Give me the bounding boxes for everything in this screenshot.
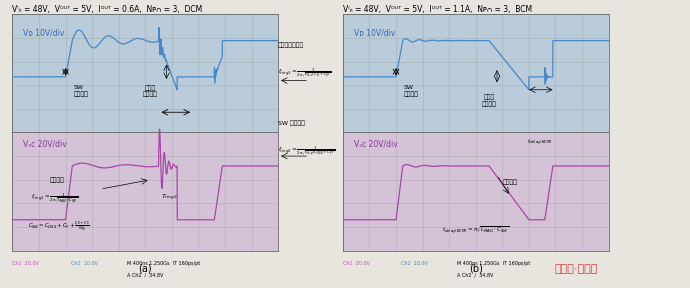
Bar [343, 14, 609, 132]
Text: Vᴵₙ = 48V,  Vᴼᵁᵀ = 5V,  Iᴼᵁᵀ = 0.6A,  Nᴘᴒ = 3,  DCM: Vᴵₙ = 48V, Vᴼᵁᵀ = 5V, Iᴼᵁᵀ = 0.6A, Nᴘᴒ =… [12, 5, 203, 14]
Text: $t_{delay(BCM)}$: $t_{delay(BCM)}$ [526, 138, 553, 148]
Text: $t_{delay(BCM)} = \pi\sqrt{L_{MAG} \cdot C_{SW}}$: $t_{delay(BCM)} = \pi\sqrt{L_{MAG} \cdot… [442, 224, 509, 236]
Text: 二极管
尖峰电压: 二极管 尖峰电压 [482, 95, 497, 107]
Text: SW
电压冲击: SW 电压冲击 [404, 85, 419, 97]
Text: 谐振频率: 谐振频率 [50, 177, 65, 183]
Text: Ch2  10.0V: Ch2 10.0V [71, 261, 98, 266]
Text: (a): (a) [139, 264, 152, 274]
Text: 谐振开关: 谐振开关 [503, 180, 518, 185]
Text: $f_{ring2} = \frac{1}{2\pi\sqrt{L_{lk,p}(C_{OSS}+C_P)}}$: $f_{ring2} = \frac{1}{2\pi\sqrt{L_{lk,p}… [278, 144, 335, 158]
Text: 二极管电压振荡: 二极管电压振荡 [278, 43, 304, 48]
Text: Ch1  20.0V: Ch1 20.0V [12, 261, 39, 266]
Text: SW
电压冲击: SW 电压冲击 [74, 85, 88, 97]
Text: M 400ns 1.250Gs  IT 160ps/pt: M 400ns 1.250Gs IT 160ps/pt [127, 261, 200, 266]
Bar [343, 132, 609, 251]
Text: Vₛᴄ 20V/div: Vₛᴄ 20V/div [23, 140, 67, 149]
Text: Ch1  20.0V: Ch1 20.0V [343, 261, 370, 266]
Text: $f_{ring1} = \frac{1}{2\pi\sqrt{L_{MAG} \cdot C_{SW}}}$: $f_{ring1} = \frac{1}{2\pi\sqrt{L_{MAG} … [31, 191, 78, 204]
Text: (b): (b) [469, 264, 483, 274]
Text: 公众号·电子汇: 公众号·电子汇 [555, 264, 598, 274]
Text: $f_{ring1} = \frac{1}{2\pi\sqrt{L_{lk,s}(C_D+C_S)}}$: $f_{ring1} = \frac{1}{2\pi\sqrt{L_{lk,s}… [278, 66, 332, 79]
Text: A Ch2  /  34.8V: A Ch2 / 34.8V [457, 272, 493, 278]
Text: $C_{SW}=C_{OSS}+C_P+\frac{C_D+C_S}{N_{PS}^2}$: $C_{SW}=C_{OSS}+C_P+\frac{C_D+C_S}{N_{PS… [28, 219, 90, 233]
Text: Vₛᴄ 20V/div: Vₛᴄ 20V/div [353, 140, 397, 149]
Text: 二极管
尖峰电压: 二极管 尖峰电压 [143, 85, 158, 97]
Text: Vᴵₙ = 48V,  Vᴼᵁᵀ = 5V,  Iᴼᵁᵀ = 1.1A,  Nᴘᴒ = 3,  BCM: Vᴵₙ = 48V, Vᴼᵁᵀ = 5V, Iᴼᵁᵀ = 1.1A, Nᴘᴒ =… [343, 5, 532, 14]
Text: SW 电压振荡: SW 电压振荡 [278, 121, 305, 126]
Text: Ch2  10.0V: Ch2 10.0V [402, 261, 428, 266]
Bar [12, 132, 278, 251]
Text: $T_{ring2}$: $T_{ring2}$ [161, 192, 177, 202]
Bar [12, 14, 278, 132]
Text: Vᴅ 10V/div: Vᴅ 10V/div [353, 29, 395, 37]
Text: A Ch2  /  34.8V: A Ch2 / 34.8V [127, 272, 163, 278]
Text: M 400ns 1.250Gs  IT 160ps/pt: M 400ns 1.250Gs IT 160ps/pt [457, 261, 531, 266]
Text: Vᴅ 10V/div: Vᴅ 10V/div [23, 29, 64, 37]
